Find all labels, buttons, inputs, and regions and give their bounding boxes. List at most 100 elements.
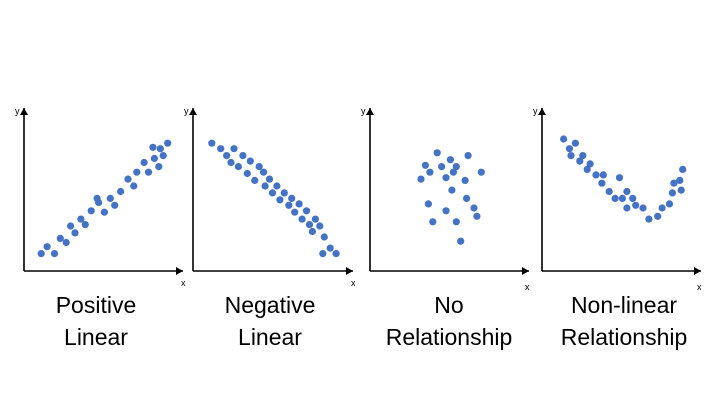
data-point: [605, 187, 613, 196]
data-point: [457, 237, 465, 245]
data-point: [452, 218, 460, 226]
x-axis-label: x: [525, 282, 530, 292]
data-point: [319, 250, 327, 258]
data-point: [571, 139, 580, 147]
data-point: [452, 163, 460, 171]
data-point: [285, 201, 293, 209]
data-point: [230, 145, 238, 153]
x-axis-label: x: [697, 282, 702, 292]
panel-no-relationship: x y No Relationship: [361, 106, 530, 350]
data-point: [133, 168, 141, 176]
data-point: [111, 201, 119, 209]
data-point: [421, 161, 429, 169]
data-point: [449, 168, 457, 176]
data-point: [332, 250, 340, 258]
data-point: [311, 215, 319, 223]
data-point: [665, 200, 674, 208]
data-point: [586, 160, 594, 168]
point-group: [208, 139, 340, 258]
data-point: [71, 229, 79, 237]
data-point: [130, 182, 138, 190]
data-point: [164, 139, 172, 147]
data-point: [615, 174, 624, 182]
data-point: [424, 200, 432, 208]
y-axis-label: y: [361, 106, 366, 116]
data-point: [273, 182, 281, 190]
data-point: [50, 250, 59, 258]
data-point: [156, 145, 164, 153]
data-point: [77, 215, 85, 223]
data-point: [477, 168, 485, 176]
y-axis-label: y: [15, 106, 20, 116]
chart-title-line-2: Relationship: [561, 324, 688, 350]
data-point: [442, 207, 450, 215]
data-point: [639, 204, 647, 212]
data-point: [448, 186, 456, 194]
data-point: [276, 196, 284, 204]
point-group: [37, 139, 172, 258]
x-axis-arrowhead: [176, 267, 183, 275]
y-axis-label: y: [533, 106, 538, 116]
point-group: [417, 149, 485, 245]
data-point: [280, 189, 288, 197]
data-point: [265, 175, 274, 183]
data-point: [326, 244, 334, 252]
data-point: [100, 208, 108, 216]
data-point: [658, 204, 666, 212]
data-point: [316, 222, 324, 230]
data-point: [583, 165, 591, 173]
data-point: [243, 169, 251, 178]
data-point: [679, 165, 687, 173]
data-point: [560, 135, 568, 143]
data-point: [668, 189, 677, 197]
data-point: [144, 168, 153, 176]
y-axis-arrowhead: [20, 108, 28, 115]
data-point: [567, 152, 575, 160]
data-point: [305, 221, 314, 229]
data-point: [217, 145, 225, 153]
data-point: [426, 168, 434, 176]
panel-positive-linear: x y Positive Linear: [15, 106, 186, 350]
data-point: [43, 243, 51, 251]
data-point: [592, 171, 600, 179]
x-axis-arrowhead: [694, 267, 701, 275]
data-point: [464, 152, 472, 160]
data-point: [618, 194, 627, 202]
data-point: [255, 163, 263, 171]
chart-title-line-2: Relationship: [386, 324, 513, 350]
data-point: [37, 250, 45, 258]
x-axis-arrowhead: [346, 267, 353, 275]
data-point: [670, 179, 678, 187]
data-point: [429, 218, 437, 226]
data-point: [579, 152, 587, 160]
data-point: [442, 174, 450, 182]
chart-title-line-1: Negative: [225, 292, 316, 318]
data-point: [433, 149, 441, 157]
data-point: [268, 189, 277, 197]
data-point: [470, 204, 478, 212]
chart-title-line-1: No: [434, 292, 463, 318]
chart-title-line-2: Linear: [238, 324, 302, 350]
y-axis-label: y: [184, 106, 189, 116]
data-point: [565, 145, 574, 153]
data-point: [124, 175, 132, 183]
data-point: [159, 152, 167, 160]
y-axis-arrowhead: [366, 108, 374, 115]
data-point: [227, 158, 235, 167]
panel-non-linear-relationship: x y Non-linear Relationship: [533, 106, 702, 350]
data-point: [251, 176, 259, 184]
data-point: [654, 212, 662, 220]
data-point: [473, 212, 481, 220]
data-point: [140, 158, 148, 167]
data-point: [95, 198, 103, 207]
data-point: [106, 194, 114, 202]
x-axis-label: x: [351, 278, 356, 288]
data-point: [208, 139, 216, 147]
data-point: [463, 194, 471, 202]
data-point: [291, 208, 299, 216]
data-point: [239, 152, 247, 160]
y-axis-arrowhead: [538, 108, 546, 115]
data-point: [234, 163, 242, 171]
data-point: [67, 222, 75, 230]
